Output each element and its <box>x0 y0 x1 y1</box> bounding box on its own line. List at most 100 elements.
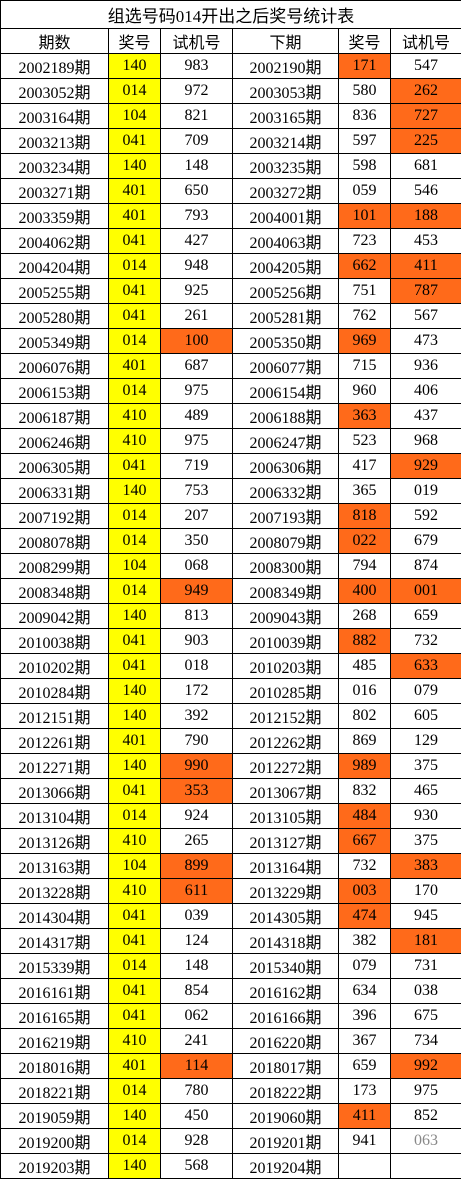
table-cell: 401 <box>109 179 161 204</box>
table-cell: 2003164期 <box>1 104 109 129</box>
table-cell: 383 <box>391 854 461 879</box>
table-cell: 2018016期 <box>1 1054 109 1079</box>
table-cell: 2003235期 <box>233 154 339 179</box>
table-cell: 062 <box>161 1004 233 1029</box>
table-cell: 2006331期 <box>1 479 109 504</box>
table-cell: 2014317期 <box>1 929 109 954</box>
table-cell: 041 <box>109 779 161 804</box>
table-cell: 2003213期 <box>1 129 109 154</box>
table-cell: 709 <box>161 129 233 154</box>
table-cell: 437 <box>391 404 461 429</box>
table-cell: 350 <box>161 529 233 554</box>
table-cell: 2015339期 <box>1 954 109 979</box>
table-cell: 104 <box>109 554 161 579</box>
table-cell: 261 <box>161 304 233 329</box>
table-cell: 925 <box>161 279 233 304</box>
table-cell: 727 <box>391 104 461 129</box>
table-cell: 2008348期 <box>1 579 109 604</box>
table-cell: 140 <box>109 479 161 504</box>
table-cell: 650 <box>161 179 233 204</box>
table-cell: 2004204期 <box>1 254 109 279</box>
table-cell: 140 <box>109 704 161 729</box>
table-cell: 417 <box>339 454 391 479</box>
table-cell: 181 <box>391 929 461 954</box>
table-cell: 014 <box>109 529 161 554</box>
table-cell: 2007193期 <box>233 504 339 529</box>
table-cell: 410 <box>109 429 161 454</box>
table-cell: 611 <box>161 879 233 904</box>
table-cell: 140 <box>109 154 161 179</box>
column-header: 试机号 <box>161 29 233 54</box>
table-cell: 2003359期 <box>1 204 109 229</box>
table-cell: 634 <box>339 979 391 1004</box>
table-cell: 2016162期 <box>233 979 339 1004</box>
table-cell: 484 <box>339 804 391 829</box>
table-cell: 101 <box>339 204 391 229</box>
table-cell: 022 <box>339 529 391 554</box>
table-cell: 732 <box>391 629 461 654</box>
table-cell: 2002189期 <box>1 54 109 79</box>
table-cell: 989 <box>339 754 391 779</box>
table-cell: 018 <box>161 654 233 679</box>
table-cell: 014 <box>109 504 161 529</box>
table-cell: 001 <box>391 579 461 604</box>
table-cell: 2018017期 <box>233 1054 339 1079</box>
table-cell: 2013229期 <box>233 879 339 904</box>
table-cell: 2002190期 <box>233 54 339 79</box>
table-cell: 068 <box>161 554 233 579</box>
table-cell: 041 <box>109 979 161 1004</box>
table-cell: 172 <box>161 679 233 704</box>
table-cell: 427 <box>161 229 233 254</box>
table-cell <box>391 1154 461 1179</box>
table-cell: 041 <box>109 654 161 679</box>
table-cell: 787 <box>391 279 461 304</box>
table-cell: 2008349期 <box>233 579 339 604</box>
table-cell: 188 <box>391 204 461 229</box>
table-cell: 924 <box>161 804 233 829</box>
table-cell: 2012151期 <box>1 704 109 729</box>
table-cell: 2016220期 <box>233 1029 339 1054</box>
table-cell: 014 <box>109 329 161 354</box>
table-cell: 975 <box>161 429 233 454</box>
table-cell: 949 <box>161 579 233 604</box>
table-cell: 794 <box>339 554 391 579</box>
table-cell: 2014318期 <box>233 929 339 954</box>
table-cell: 041 <box>109 129 161 154</box>
table-cell: 400 <box>339 579 391 604</box>
table-cell: 148 <box>161 954 233 979</box>
table-cell: 2006077期 <box>233 354 339 379</box>
table-cell: 2003272期 <box>233 179 339 204</box>
table-cell: 367 <box>339 1029 391 1054</box>
table-cell: 679 <box>391 529 461 554</box>
table-cell: 375 <box>391 754 461 779</box>
table-cell: 2006247期 <box>233 429 339 454</box>
table-cell: 039 <box>161 904 233 929</box>
table-cell: 401 <box>109 354 161 379</box>
table-cell: 041 <box>109 304 161 329</box>
table-cell: 2012272期 <box>233 754 339 779</box>
table-cell: 485 <box>339 654 391 679</box>
table-cell: 2006154期 <box>233 379 339 404</box>
table-cell: 041 <box>109 454 161 479</box>
table-cell: 882 <box>339 629 391 654</box>
table-cell: 2003165期 <box>233 104 339 129</box>
table-cell: 411 <box>339 1104 391 1129</box>
table-cell: 2006246期 <box>1 429 109 454</box>
table-cell: 780 <box>161 1079 233 1104</box>
